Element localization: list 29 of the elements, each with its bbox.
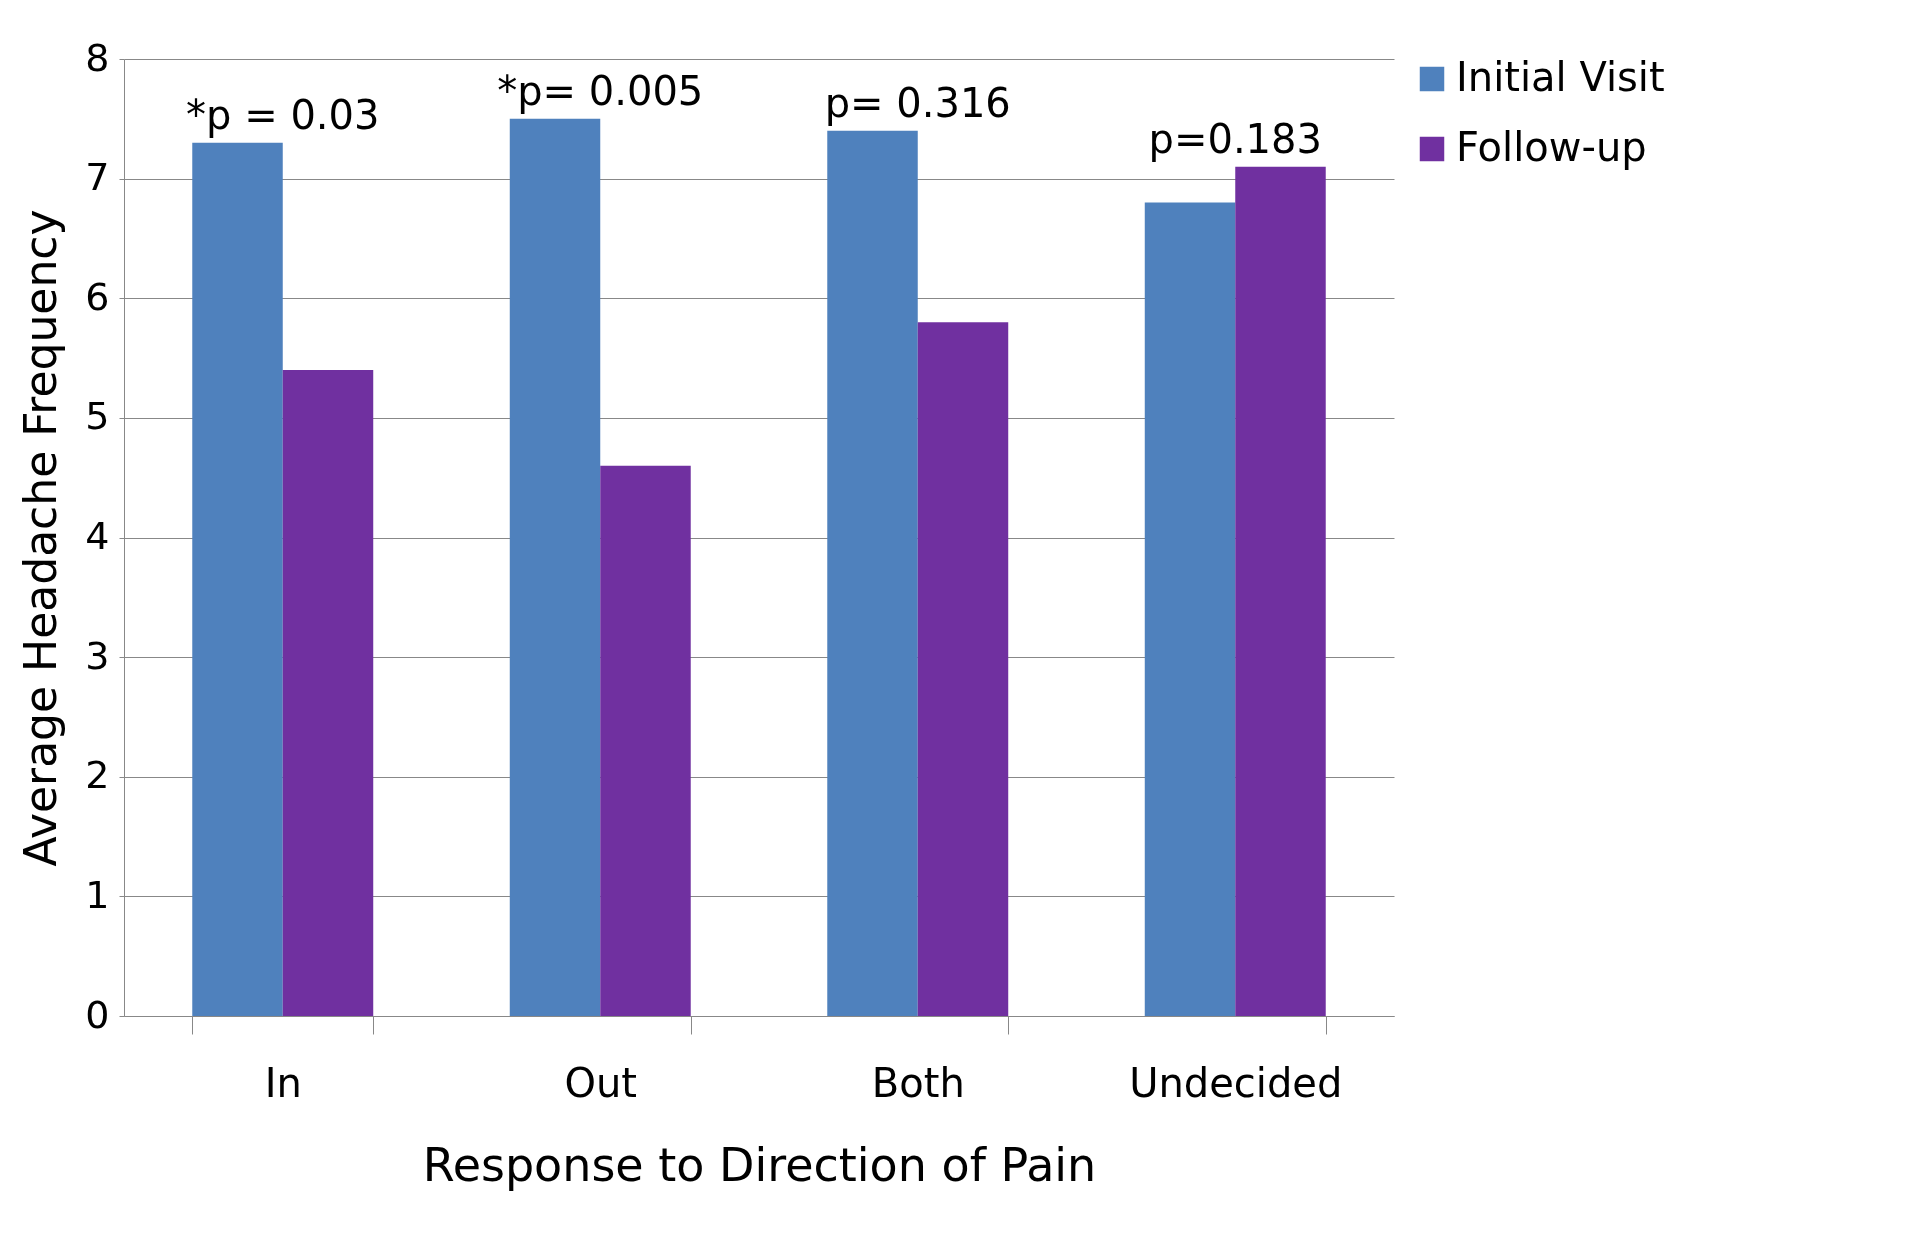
bar	[282, 370, 374, 1016]
legend-label: Follow-up	[1456, 124, 1647, 170]
bar	[1235, 166, 1326, 1016]
bar	[917, 322, 1009, 1016]
y-tick-label: 2	[85, 753, 110, 798]
y-tick-label: 4	[85, 514, 110, 558]
x-tick-label: Out	[564, 1059, 638, 1106]
x-tick-label: Undecided	[1129, 1059, 1343, 1106]
y-tick-label: 5	[85, 394, 110, 439]
y-tick-label: 7	[85, 155, 110, 200]
y-tick-label: 6	[85, 274, 110, 319]
y-tick-label: 0	[85, 992, 110, 1037]
x-tick-label: In	[264, 1059, 302, 1106]
bar	[509, 118, 601, 1016]
y-axis-title: Average Headache Frequency	[15, 209, 67, 867]
annotation: *p= 0.005	[497, 67, 704, 114]
y-tick-label: 3	[85, 633, 110, 678]
y-tick-label: 8	[85, 35, 110, 80]
bar	[1144, 202, 1236, 1016]
bar	[827, 130, 918, 1016]
y-tick-label: 1	[85, 872, 110, 917]
bar	[600, 465, 691, 1016]
x-axis-title: Response to Direction of Pain	[422, 1137, 1097, 1192]
annotation: p=0.183	[1148, 115, 1322, 162]
annotation: p= 0.316	[824, 79, 1011, 126]
x-tick-label: Both	[871, 1059, 965, 1106]
annotation: *p = 0.03	[186, 91, 380, 138]
bar	[192, 142, 283, 1016]
legend-label: Initial Visit	[1456, 54, 1665, 100]
